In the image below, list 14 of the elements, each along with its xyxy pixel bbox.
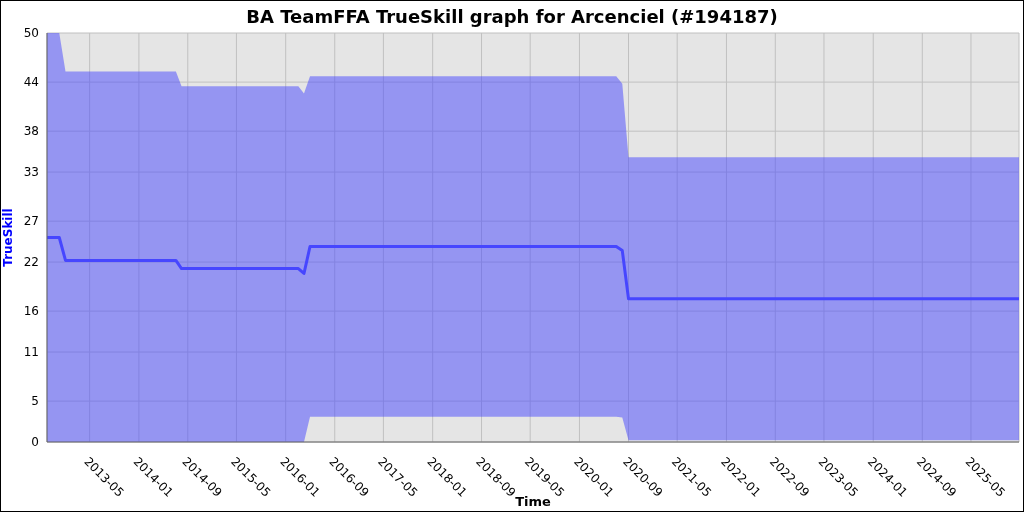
y-tick-label: 11 bbox=[23, 345, 39, 360]
line-series bbox=[47, 236, 1019, 301]
y-tick-label: 5 bbox=[31, 394, 39, 409]
y-axis-title: TrueSkill bbox=[1, 208, 16, 267]
chart-title: BA TeamFFA TrueSkill graph for Arcenciel (#194187) bbox=[245, 6, 779, 27]
y-tick-label: 16 bbox=[23, 304, 39, 319]
y-tick-label: 0 bbox=[31, 435, 39, 450]
y-tick-label: 33 bbox=[23, 165, 39, 180]
x-axis-title: Time bbox=[515, 494, 552, 509]
y-tick-label: 22 bbox=[23, 255, 39, 270]
y-tick-label: 50 bbox=[23, 26, 39, 41]
y-tick-label: 38 bbox=[23, 124, 39, 139]
y-tick-label: 27 bbox=[23, 214, 39, 229]
y-tick-label: 44 bbox=[23, 75, 39, 90]
